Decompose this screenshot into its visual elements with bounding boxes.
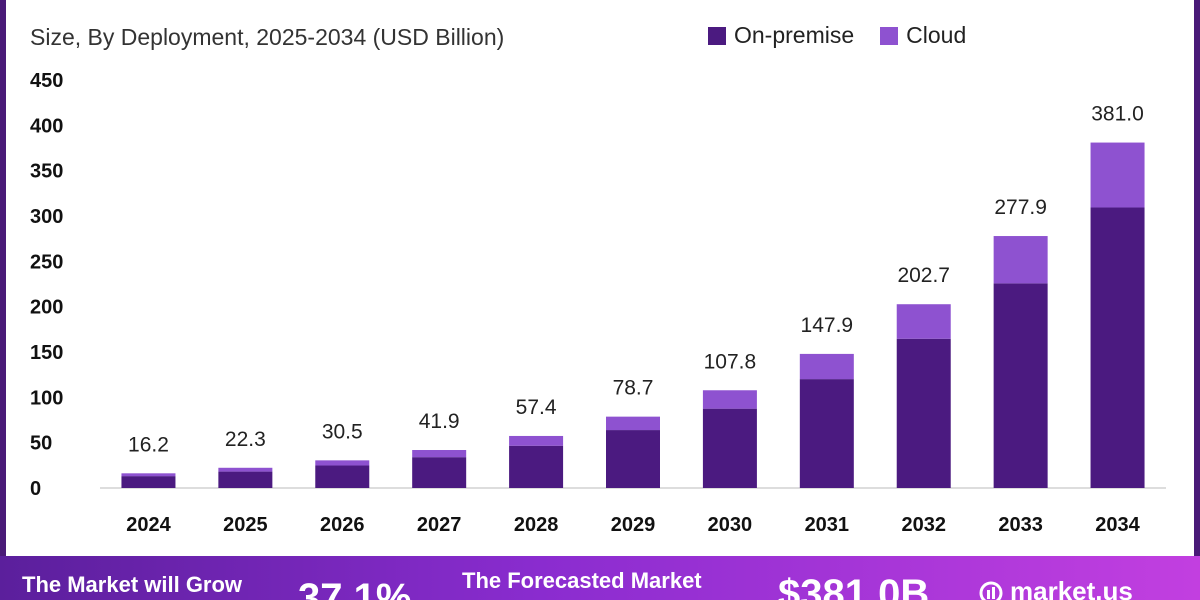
chart-subtitle: Size, By Deployment, 2025-2034 (USD Bill… — [30, 24, 505, 50]
footer-brand-name: market.us — [1010, 576, 1133, 600]
y-tick-label: 250 — [30, 251, 63, 273]
legend-item-on-premise: On-premise — [708, 22, 854, 49]
y-tick-label: 400 — [30, 115, 63, 137]
bar-total-label: 16.2 — [128, 433, 169, 456]
y-tick-label: 100 — [30, 387, 63, 409]
bar-total-label: 30.5 — [322, 420, 363, 443]
y-tick-label: 50 — [30, 433, 52, 455]
bar-segment-cloud — [993, 236, 1048, 284]
brand-logo-icon — [979, 581, 1003, 600]
bar-segment-on-premise — [1090, 207, 1145, 488]
bar-total-label: 41.9 — [419, 410, 460, 433]
x-tick-label: 2025 — [223, 514, 268, 536]
legend-label-cloud: Cloud — [906, 22, 967, 48]
chart-legend: On-premise Cloud — [708, 22, 966, 49]
bar-segment-cloud — [412, 450, 467, 458]
bar-segment-on-premise — [509, 445, 564, 488]
legend-label-on-premise: On-premise — [734, 22, 855, 48]
bar-total-label: 147.9 — [801, 314, 854, 337]
bar-segment-cloud — [509, 435, 564, 446]
bar-segment-cloud — [218, 467, 273, 472]
bar-segment-cloud — [1090, 142, 1145, 208]
bar-segment-cloud — [606, 416, 660, 431]
frame-right-border — [1194, 0, 1200, 560]
legend-swatch-cloud — [880, 26, 899, 45]
y-tick-label: 150 — [30, 342, 63, 364]
x-tick-label: 2026 — [320, 514, 365, 536]
legend-item-cloud: Cloud — [880, 22, 966, 49]
y-tick-label: 350 — [30, 161, 63, 183]
y-tick-label: 0 — [30, 478, 41, 500]
x-tick-label: 2034 — [1095, 514, 1140, 536]
bar-total-label: 22.3 — [225, 428, 266, 451]
bar-segment-cloud — [702, 390, 757, 409]
bar-segment-cloud — [315, 460, 370, 466]
x-tick-label: 2028 — [514, 514, 559, 536]
bar-segment-on-premise — [315, 465, 370, 488]
bar-total-label: 107.8 — [704, 350, 757, 373]
x-tick-label: 2032 — [901, 514, 946, 536]
bar-segment-on-premise — [121, 476, 176, 488]
bar-segment-on-premise — [702, 408, 757, 488]
frame-left-border — [0, 0, 6, 560]
bar-total-label: 277.9 — [994, 196, 1047, 219]
bar-segment-cloud — [121, 473, 176, 477]
x-tick-label: 2033 — [998, 514, 1043, 536]
footer-forecast-label: The Forecasted Market — [462, 568, 702, 593]
x-tick-label: 2027 — [417, 514, 462, 536]
stacked-bar-chart: 0 50 100 150 200 250 300 350 400 450 16.2 2024 22.3 2… — [30, 70, 1166, 536]
y-tick-label: 450 — [30, 70, 63, 92]
bar-segment-on-premise — [799, 379, 854, 488]
bar-segment-on-premise — [606, 430, 660, 488]
legend-swatch-on-premise — [708, 26, 726, 45]
bar-segment-cloud — [799, 353, 854, 380]
bar-segment-on-premise — [218, 471, 273, 488]
footer-band: The Market will Grow 37.1% The Forecaste… — [0, 556, 1200, 600]
footer-forecast-value: $381.0B — [778, 572, 930, 600]
bar-total-label: 381.0 — [1091, 103, 1144, 126]
bar-segment-on-premise — [412, 457, 467, 488]
x-tick-label: 2030 — [708, 514, 753, 536]
bar-segment-on-premise — [993, 283, 1048, 488]
footer-grow-label: The Market will Grow — [22, 572, 243, 597]
bar-total-label: 202.7 — [897, 264, 950, 287]
x-tick-label: 2031 — [805, 514, 850, 536]
x-tick-label: 2024 — [126, 514, 171, 536]
y-tick-label: 300 — [30, 206, 63, 228]
bar-segment-on-premise — [896, 338, 951, 488]
x-tick-label: 2029 — [611, 514, 656, 536]
footer-cagr-value: 37.1% — [298, 576, 412, 600]
bar-total-label: 78.7 — [613, 377, 654, 400]
bar-segment-cloud — [896, 304, 951, 339]
y-tick-label: 200 — [30, 297, 63, 319]
bar-total-label: 57.4 — [516, 396, 557, 419]
